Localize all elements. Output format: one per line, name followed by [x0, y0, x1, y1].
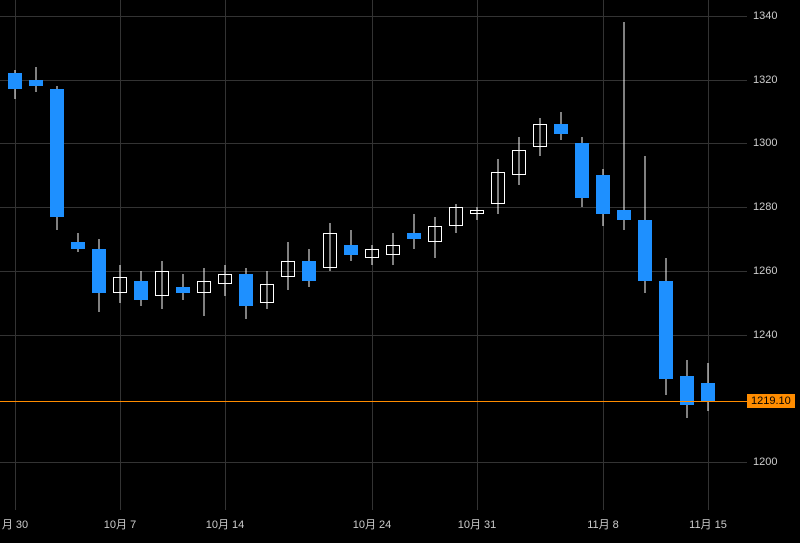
candle-body-down	[8, 73, 22, 89]
candle-body-up	[512, 150, 526, 176]
candle	[512, 0, 526, 510]
candle	[701, 0, 715, 510]
candle-body-down	[638, 220, 652, 281]
candle	[218, 0, 232, 510]
candle	[428, 0, 442, 510]
candle	[8, 0, 22, 510]
candle	[71, 0, 85, 510]
candle-body-up	[323, 233, 337, 268]
candle-body-up	[260, 284, 274, 303]
candlestick-chart: 1200 1219.10 1240 1260 1280 1300 1320 1340 月 30…	[0, 0, 800, 543]
candle-wick	[624, 22, 625, 229]
candle	[113, 0, 127, 510]
candle	[407, 0, 421, 510]
y-tick-label: 1280	[753, 201, 777, 213]
candle-body-down	[617, 210, 631, 220]
candle	[260, 0, 274, 510]
candle	[239, 0, 253, 510]
candle	[449, 0, 463, 510]
x-tick-label: 10月 14	[206, 516, 245, 532]
candle-body-down	[344, 245, 358, 255]
candle	[134, 0, 148, 510]
candle	[617, 0, 631, 510]
candle-body-down	[71, 242, 85, 248]
candle-body-up	[218, 274, 232, 284]
plot-area[interactable]	[0, 0, 747, 510]
candle	[596, 0, 610, 510]
candle-body-down	[701, 383, 715, 402]
candle-body-down	[554, 124, 568, 134]
x-tick-label: 11月 8	[587, 516, 619, 532]
candle-body-up	[428, 226, 442, 242]
candle-body-down	[50, 89, 64, 217]
candle-wick	[414, 214, 415, 249]
candle-body-up	[533, 124, 547, 146]
candle	[638, 0, 652, 510]
candle-body-up	[281, 261, 295, 277]
candle-body-down	[407, 233, 421, 239]
x-axis: 月 30 10月 7 10月 14 10月 24 10月 31 11月 8 11月 15	[0, 510, 747, 543]
current-price-line	[0, 401, 747, 402]
candle-body-up	[449, 207, 463, 226]
candle	[386, 0, 400, 510]
candle-body-up	[491, 172, 505, 204]
candle	[575, 0, 589, 510]
candle-body-down	[92, 249, 106, 294]
x-tick-label: 10月 24	[353, 516, 392, 532]
y-tick-label: 1260	[753, 265, 777, 277]
candle	[50, 0, 64, 510]
candle	[533, 0, 547, 510]
current-price-tag: 1219.10	[747, 394, 795, 408]
candle-body-down	[659, 281, 673, 380]
y-tick-label: 1300	[753, 137, 777, 149]
candle-body-down	[575, 143, 589, 197]
candle	[302, 0, 316, 510]
candle	[680, 0, 694, 510]
candle	[281, 0, 295, 510]
candle-body-down	[239, 274, 253, 306]
y-tick-label: 1200	[753, 456, 777, 468]
candle-wick	[477, 207, 478, 220]
candle-body-up	[386, 245, 400, 255]
candle	[323, 0, 337, 510]
candle	[491, 0, 505, 510]
candle-body-down	[134, 281, 148, 300]
y-axis: 1200 1219.10 1240 1260 1280 1300 1320 1340	[747, 0, 800, 510]
candle	[92, 0, 106, 510]
candle-body-up	[197, 281, 211, 294]
candle	[470, 0, 484, 510]
candle	[659, 0, 673, 510]
candle-body-down	[302, 261, 316, 280]
candle	[197, 0, 211, 510]
candle-body-up	[113, 277, 127, 293]
candle	[176, 0, 190, 510]
candle-body-up	[470, 210, 484, 213]
candle	[554, 0, 568, 510]
candle	[365, 0, 379, 510]
y-tick-label: 1320	[753, 74, 777, 86]
y-tick-label: 1240	[753, 329, 777, 341]
candle-body-up	[155, 271, 169, 297]
x-tick-label: 11月 15	[689, 516, 727, 532]
candle	[155, 0, 169, 510]
candle-body-down	[596, 175, 610, 213]
candle	[344, 0, 358, 510]
x-tick-label: 月 30	[2, 516, 28, 532]
candle-body-down	[176, 287, 190, 293]
x-tick-label: 10月 31	[458, 516, 497, 532]
candle-body-down	[29, 80, 43, 86]
y-tick-label: 1340	[753, 10, 777, 22]
candle	[29, 0, 43, 510]
candle-body-up	[365, 249, 379, 259]
x-tick-label: 10月 7	[104, 516, 136, 532]
